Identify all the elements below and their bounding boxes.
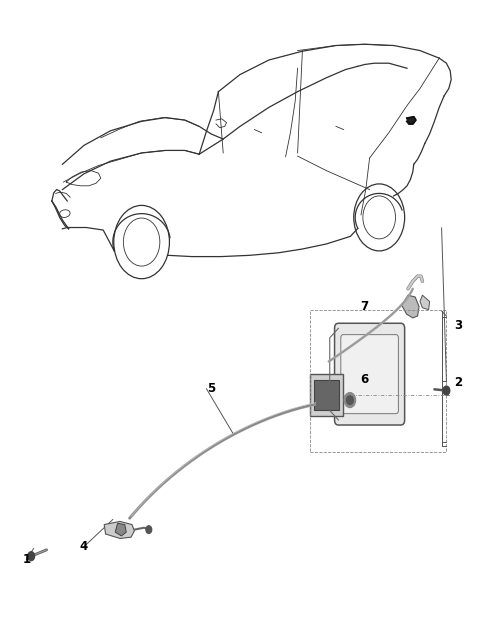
Circle shape: [146, 526, 152, 533]
FancyBboxPatch shape: [310, 374, 343, 416]
Circle shape: [344, 392, 356, 408]
Text: 5: 5: [207, 382, 216, 395]
FancyBboxPatch shape: [341, 335, 398, 414]
Polygon shape: [115, 523, 126, 536]
Circle shape: [347, 396, 353, 404]
Text: 7: 7: [361, 300, 369, 313]
Circle shape: [443, 386, 450, 395]
FancyBboxPatch shape: [314, 379, 339, 411]
Polygon shape: [402, 295, 419, 318]
Polygon shape: [407, 117, 416, 124]
FancyBboxPatch shape: [335, 324, 405, 425]
Text: 3: 3: [455, 319, 462, 332]
Polygon shape: [104, 521, 134, 538]
Text: 4: 4: [80, 540, 88, 553]
Text: 2: 2: [455, 376, 462, 389]
Text: 1: 1: [23, 553, 30, 566]
Polygon shape: [420, 295, 430, 310]
Text: 6: 6: [360, 373, 369, 386]
Circle shape: [28, 552, 35, 561]
